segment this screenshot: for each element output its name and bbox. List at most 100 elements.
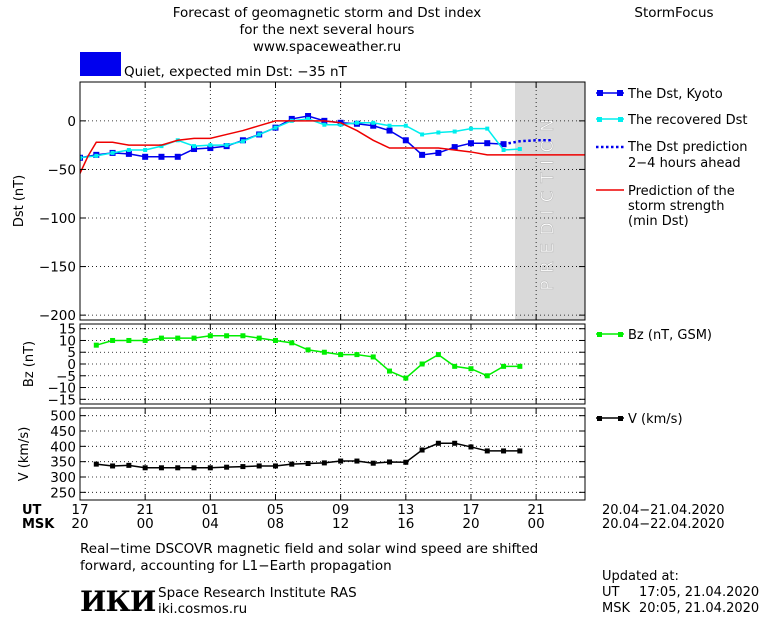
bz-point (305, 347, 311, 353)
recovered-point (517, 147, 522, 152)
kyoto-point (386, 127, 393, 134)
v-point (484, 448, 490, 454)
ut-tick-label: 13 (397, 502, 414, 518)
bz-point (142, 337, 148, 343)
recovered-point (208, 143, 213, 148)
legend-item-v: V (km/s) (596, 412, 683, 427)
recovered-point (126, 148, 131, 152)
bz-point (370, 354, 376, 360)
v-point (93, 461, 99, 467)
msk-tick-label: 00 (137, 516, 154, 532)
msk-tick-label: 12 (332, 516, 349, 532)
recovered-point (257, 132, 262, 137)
v-point (207, 465, 213, 471)
legend-kyoto-label: The Dst, Kyoto (627, 87, 723, 102)
legend-item-bz: Bz (nT, GSM) (596, 328, 712, 343)
kyoto-point (370, 122, 377, 129)
recovered-point (371, 120, 376, 125)
bz-point (435, 352, 441, 358)
updated-msk-label: MSK (602, 601, 630, 616)
bz-point (158, 335, 164, 341)
legend-storm-label-2: storm strength (628, 199, 725, 214)
legend-v-label: V (km/s) (628, 412, 683, 427)
bz-point (240, 333, 246, 339)
recovered-point (501, 148, 506, 152)
storm-line (80, 120, 585, 176)
v-point (142, 465, 148, 471)
legend-item-prediction: The Dst prediction 2−4 hours ahead (596, 140, 748, 171)
bz-point (517, 363, 523, 369)
v-point (403, 459, 409, 465)
site-url: www.spaceweather.ru (253, 39, 401, 55)
v-point (240, 464, 246, 470)
recovered-point (110, 150, 115, 155)
bz-point (501, 363, 507, 369)
recovered-point (192, 144, 197, 149)
legend-prediction-label-1: The Dst prediction (627, 140, 748, 155)
bz-ytick-label: −10 (48, 381, 77, 397)
kyoto-point (419, 151, 426, 158)
v-point (272, 463, 278, 469)
bz-point (387, 368, 393, 374)
ut-tick-label: 17 (462, 502, 479, 518)
msk-tick-label: 08 (267, 516, 284, 532)
recovered-point (322, 122, 327, 127)
legend-storm-label-1: Prediction of the (628, 184, 735, 199)
prediction-band (515, 82, 585, 320)
kyoto-point (467, 140, 474, 147)
v-axis-label: V (km/s) (17, 427, 32, 482)
bz-point (93, 342, 99, 348)
legend: The Dst, Kyoto The recovered Dst The Dst… (596, 87, 748, 427)
updated-label: Updated at: (602, 569, 679, 584)
kyoto-point (451, 144, 458, 151)
institute-name: Space Research Institute RAS (158, 585, 357, 601)
v-point (419, 447, 425, 453)
title-line2: for the next several hours (240, 22, 415, 38)
bz-point (419, 361, 425, 367)
bz-point (468, 366, 474, 372)
bz-point (321, 349, 327, 355)
ut-tick-label: 17 (71, 502, 88, 518)
msk-tick-label: 20 (462, 516, 479, 532)
status-text: Quiet, expected min Dst: −35 nT (124, 64, 348, 80)
title-line1: Forecast of geomagnetic storm and Dst in… (173, 5, 481, 21)
recovered-point (94, 153, 99, 158)
legend-item-storm: Prediction of the storm strength (min Ds… (596, 184, 735, 229)
footer-note-line1: Real−time DSCOVR magnetic field and sola… (80, 541, 538, 557)
recovered-point (452, 129, 457, 134)
v-point (305, 461, 311, 467)
recovered-point (420, 132, 425, 137)
prediction-line (503, 139, 553, 146)
dst-ytick-label: −50 (48, 162, 77, 178)
recovered-point (240, 139, 245, 144)
recovered-point (468, 126, 473, 131)
v-ytick-label: 400 (50, 439, 76, 455)
bz-point (484, 373, 490, 379)
kyoto-point (158, 153, 165, 160)
recovered-point (403, 123, 408, 128)
v-point (175, 465, 181, 471)
v-point (517, 448, 523, 454)
ut-tick-label: 21 (137, 502, 154, 518)
v-ytick-label: 250 (50, 485, 76, 501)
bz-point (110, 337, 116, 343)
ut-range: 20.04−21.04.2020 (602, 503, 725, 518)
ut-tick-label: 21 (528, 502, 545, 518)
ut-tick-label: 09 (332, 502, 349, 518)
updated-msk-value: 20:05, 21.04.2020 (639, 601, 759, 616)
bz-ytick-label: 0 (67, 357, 76, 373)
kyoto-point (142, 153, 149, 160)
footer-note-line2: forward, accounting for L1−Earth propaga… (80, 558, 392, 574)
v-point (126, 462, 132, 468)
bz-axis-label: Bz (nT) (22, 341, 37, 387)
dst-axis-label: Dst (nT) (12, 175, 27, 227)
recovered-point (143, 148, 148, 152)
v-frame (79, 407, 586, 501)
bz-line (96, 335, 520, 379)
bz-ytick-label: 5 (67, 345, 76, 361)
status-swatch (80, 52, 121, 76)
updated-ut-value: 17:05, 21.04.2020 (639, 585, 759, 600)
